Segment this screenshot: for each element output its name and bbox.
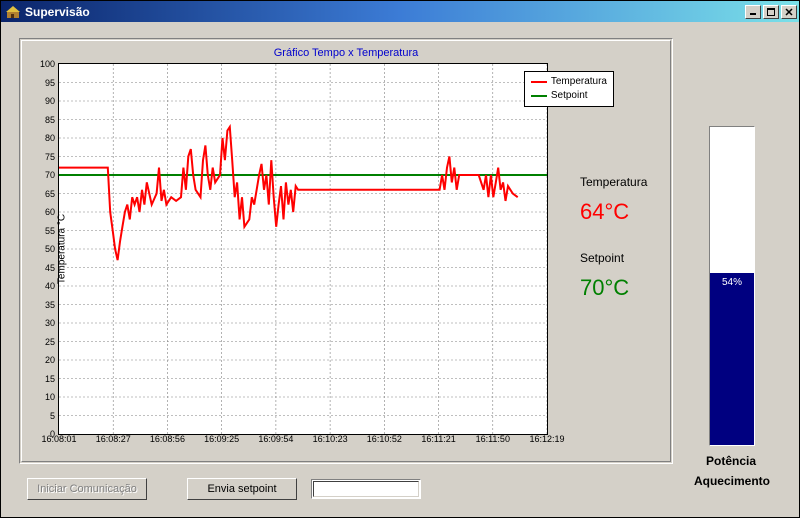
minimize-button[interactable] xyxy=(745,5,761,19)
close-button[interactable] xyxy=(781,5,797,19)
setpoint-label: Setpoint xyxy=(580,251,624,265)
temperatura-value: 64°C xyxy=(580,199,629,225)
setpoint-input[interactable] xyxy=(311,479,421,499)
main-panel: Gráfico Tempo x Temperatura Temperatura … xyxy=(19,38,673,464)
gauge-label-1: Potência xyxy=(685,454,777,468)
legend: TemperaturaSetpoint xyxy=(524,71,614,107)
legend-item: Setpoint xyxy=(531,89,607,103)
gauge-percent-text: 54% xyxy=(710,277,754,288)
setpoint-value: 70°C xyxy=(580,275,629,301)
gauge-label-2: Aquecimento xyxy=(671,474,793,488)
power-gauge: 54% xyxy=(709,126,755,446)
maximize-button[interactable] xyxy=(763,5,779,19)
app-window: Supervisão Gráfico Tempo x Temperatura T… xyxy=(0,0,800,518)
window-controls xyxy=(745,5,797,19)
iniciar-comunicacao-button[interactable]: Iniciar Comunicação xyxy=(27,478,147,500)
chart-svg xyxy=(59,64,547,434)
gauge-fill: 54% xyxy=(710,273,754,445)
temperatura-label: Temperatura xyxy=(580,175,647,189)
x-ticks: 16:08:0116:08:2716:08:5616:09:2516:09:54… xyxy=(59,434,547,448)
app-icon xyxy=(5,4,21,20)
chart-area: Temperatura °C 0510152025303540455055606… xyxy=(58,63,548,435)
envia-setpoint-button[interactable]: Envia setpoint xyxy=(187,478,297,500)
titlebar[interactable]: Supervisão xyxy=(1,1,799,22)
iniciar-label: Iniciar Comunicação xyxy=(37,483,137,495)
window-title: Supervisão xyxy=(25,5,745,19)
chart-title: Gráfico Tempo x Temperatura xyxy=(22,47,670,59)
content-area: Gráfico Tempo x Temperatura Temperatura … xyxy=(1,22,799,517)
y-ticks: 0510152025303540455055606570758085909510… xyxy=(33,64,57,434)
envia-label: Envia setpoint xyxy=(207,483,276,495)
legend-item: Temperatura xyxy=(531,75,607,89)
